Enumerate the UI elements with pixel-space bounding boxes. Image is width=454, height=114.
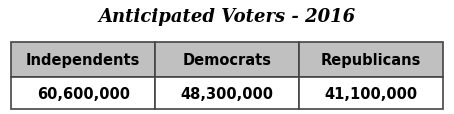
Text: Republicans: Republicans bbox=[321, 52, 421, 67]
Text: 60,600,000: 60,600,000 bbox=[37, 86, 130, 101]
Bar bbox=[299, 78, 443, 109]
Text: Democrats: Democrats bbox=[183, 52, 271, 67]
Bar bbox=[11, 42, 155, 78]
Bar bbox=[299, 42, 443, 78]
Text: Anticipated Voters - 2016: Anticipated Voters - 2016 bbox=[99, 8, 355, 26]
Text: 41,100,000: 41,100,000 bbox=[324, 86, 417, 101]
Text: 48,300,000: 48,300,000 bbox=[181, 86, 273, 101]
Bar bbox=[155, 42, 299, 78]
Text: Independents: Independents bbox=[26, 52, 140, 67]
Bar bbox=[155, 78, 299, 109]
Bar bbox=[11, 78, 155, 109]
